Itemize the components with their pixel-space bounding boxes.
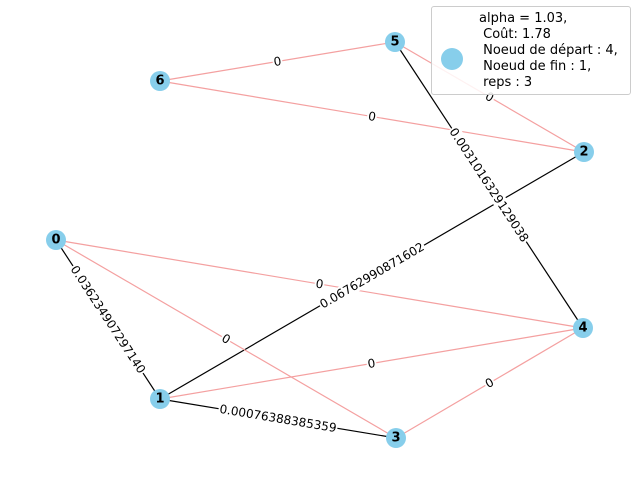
node-0: 0 (46, 230, 66, 250)
node-circle (46, 230, 66, 250)
edge-label: 0 (315, 276, 325, 291)
node-3: 3 (386, 428, 406, 448)
edges-layer (55, 41, 585, 439)
edge-label-group-5-4: 0.0031016329129038 (445, 124, 533, 246)
edge-label-background (445, 124, 533, 246)
edge-label-background (218, 330, 234, 348)
edge-label-group-0-1: 0.036234907297140 (67, 262, 149, 377)
edge-label-group-0-3: 0 (218, 330, 234, 348)
node-circle (385, 32, 405, 52)
edge-label: 0 (367, 109, 377, 124)
node-label: 6 (155, 74, 164, 89)
node-label: 1 (155, 392, 164, 407)
edge-label-background (316, 239, 428, 312)
edge-label-background (271, 53, 284, 70)
node-circle (573, 318, 593, 338)
edge-label: 0.06762990871602 (317, 240, 426, 312)
edge-label: 0.0031016329129038 (446, 125, 531, 244)
node-label: 0 (51, 233, 60, 248)
node-circle (386, 428, 406, 448)
edge-label-group-0-4: 0 (313, 276, 326, 292)
legend-text: alpha = 1.03, Coût: 1.78 Noeud de départ… (479, 11, 618, 90)
edge-label-background (67, 262, 149, 377)
edge-label-background (366, 108, 378, 125)
node-label: 4 (578, 321, 587, 336)
edge-label-group-6-2: 0 (366, 108, 378, 125)
legend-box: alpha = 1.03, Coût: 1.78 Noeud de départ… (431, 6, 631, 95)
edge-label-group-3-4: 0 (481, 374, 498, 392)
edge-label-group-2-1: 0.06762990871602 (316, 239, 428, 312)
edge-label-background (481, 374, 498, 392)
edge-label-background (217, 401, 339, 436)
node-4: 4 (573, 318, 593, 338)
edge-label-group-6-5: 0 (271, 53, 284, 70)
edge-label-background (313, 276, 326, 292)
node-circle (150, 389, 170, 409)
legend-node-marker (441, 48, 463, 70)
node-5: 5 (385, 32, 405, 52)
nodes-layer: 0 1 2 3 4 5 6 (46, 32, 594, 448)
node-2: 2 (574, 142, 594, 162)
edge-label: 0 (367, 356, 377, 371)
edge-labels-layer: 0000.00310163291290380.06762990871602000… (67, 53, 533, 436)
node-6: 6 (150, 71, 170, 91)
edge-label: 0.036234907297140 (68, 263, 149, 376)
node-label: 5 (390, 35, 399, 50)
node-label: 3 (391, 431, 400, 446)
edge-label-group-1-4: 0 (365, 355, 378, 372)
edge-label-background (365, 355, 378, 372)
edge-label: 0.00076388385359 (218, 402, 337, 435)
edge-label: 0 (273, 54, 283, 69)
node-circle (574, 142, 594, 162)
node-circle (150, 71, 170, 91)
node-1: 1 (150, 389, 170, 409)
edge-label-group-1-3: 0.00076388385359 (217, 401, 339, 436)
node-label: 2 (579, 145, 588, 160)
